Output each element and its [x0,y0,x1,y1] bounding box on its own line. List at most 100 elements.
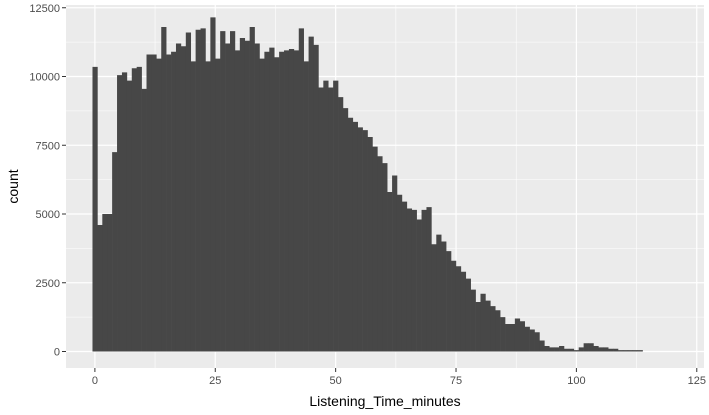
histogram-bar [544,346,550,352]
histogram-bar [441,241,447,352]
histogram-bar [338,97,344,352]
histogram-bar [495,310,501,352]
histogram-bar [195,29,201,352]
histogram-bar [519,321,525,352]
histogram-bar [563,348,570,352]
histogram-bar [166,54,172,352]
histogram-bar [421,209,427,352]
histogram-bar [180,46,187,352]
histogram-bar [161,27,167,352]
histogram-bar [613,348,619,352]
histogram-bar [362,130,368,352]
histogram-bar [308,36,314,352]
histogram-bar [431,244,437,352]
histogram-bar [303,61,309,352]
histogram-bar [401,201,408,352]
histogram-bar [568,348,575,352]
histogram-bar [279,51,285,352]
histogram-bar [583,343,589,352]
histogram-bar [406,208,413,352]
histogram-bar [347,117,354,352]
histogram-bar [298,28,304,352]
histogram-bar [603,347,609,352]
histogram-bar [146,54,152,352]
histogram-bar [112,152,118,352]
histogram-bar [446,251,452,352]
histogram-bar [598,347,604,352]
histogram-bar [293,50,300,352]
histogram-bar [92,66,98,352]
y-tick-label: 5000 [36,209,60,221]
histogram-bar [524,326,530,352]
histogram-bar [514,318,521,352]
histogram-bar [505,324,511,352]
y-axis-title: count [5,169,21,203]
histogram-bar [215,58,221,352]
x-tick-label: 25 [209,375,221,387]
histogram-bar [436,234,442,352]
histogram-bar [396,194,403,352]
x-axis: 0 25 50 75 100 125 [92,368,706,387]
histogram-bar [141,88,147,352]
histogram-bar [622,350,629,352]
histogram-bar [249,27,255,352]
y-tick-label: 2500 [36,278,60,290]
histogram-bar [470,289,476,352]
histogram-bar [578,347,584,352]
histogram-bar [485,300,491,352]
histogram-bar [372,146,378,352]
y-tick-label: 12500 [29,3,60,15]
histogram-bar [490,306,496,352]
histogram-bar [549,347,555,352]
histogram-bar [318,87,324,352]
histogram-bar [264,51,270,352]
histogram-bar [451,260,457,352]
histogram-bar [210,17,216,352]
histogram-bar [593,346,599,352]
histogram-bar [342,108,349,352]
histogram-bar [637,350,643,352]
histogram-bars [92,17,643,352]
histogram-bar [460,271,467,352]
histogram-bar [392,175,398,352]
histogram-bar [387,192,393,352]
histogram-bar [230,31,236,352]
histogram-bar [377,156,383,352]
histogram-bar [102,214,108,352]
histogram-bar [426,207,432,352]
histogram-bar [632,350,638,352]
histogram-bar [121,72,128,352]
histogram-bar [97,225,103,352]
histogram-bar [534,332,540,352]
y-tick-label: 10000 [29,72,60,84]
histogram-bar [588,343,594,352]
histogram-bar [259,58,265,352]
histogram-bar [323,80,329,352]
histogram-bar [244,40,250,352]
histogram-bar [573,350,580,352]
histogram-bar [205,61,211,352]
y-tick-label: 0 [54,347,60,359]
histogram-bar [357,127,363,352]
histogram-bar [455,266,462,352]
histogram-bar [190,61,196,352]
x-tick-label: 50 [330,375,342,387]
histogram-bar [529,329,535,352]
histogram-bar [220,31,226,352]
x-tick-label: 100 [567,375,585,387]
histogram-bar [254,43,260,352]
histogram-bar [480,293,486,352]
histogram-bar [539,340,545,352]
histogram-bar [185,32,192,352]
histogram-bar [618,350,624,352]
histogram-bar [608,348,614,352]
y-axis: 0 2500 5000 7500 10000 12500 [29,3,66,359]
histogram-bar [509,324,516,352]
histogram-bar [284,50,290,352]
histogram-bar [382,163,388,352]
x-tick-label: 75 [450,375,462,387]
histogram-bar [367,137,373,352]
histogram-bar [352,121,358,352]
histogram-bar [156,58,162,352]
